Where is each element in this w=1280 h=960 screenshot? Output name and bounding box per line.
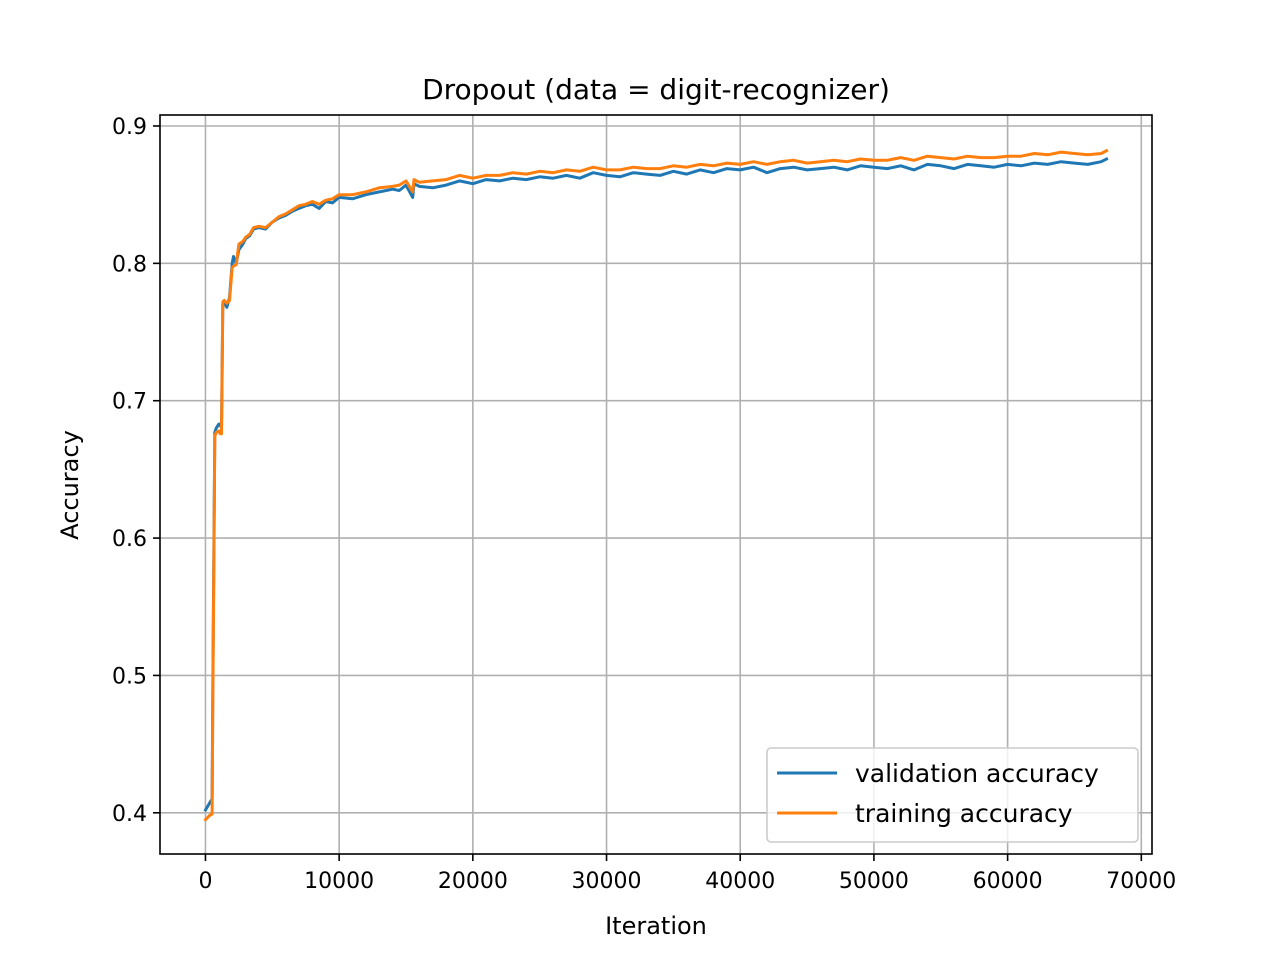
x-axis-label: Iteration (605, 912, 707, 940)
chart-title: Dropout (data = digit-recognizer) (422, 73, 890, 106)
legend-label-validation: validation accuracy (855, 759, 1099, 788)
x-tick-label: 20000 (438, 869, 508, 894)
x-tick-label: 60000 (973, 869, 1043, 894)
x-tick-label: 40000 (705, 869, 775, 894)
y-tick-label: 0.9 (112, 115, 147, 140)
y-axis-label: Accuracy (56, 430, 84, 540)
x-tick-label: 0 (198, 869, 212, 894)
y-tick-label: 0.5 (112, 664, 147, 689)
x-tick-label: 70000 (1106, 869, 1176, 894)
axes-frame (159, 114, 1153, 855)
x-axis-ticks: 0 10000 20000 30000 40000 50000 60000 70000 (198, 854, 1176, 894)
y-axis-ticks: 0.4 0.5 0.6 0.7 0.8 0.9 (112, 115, 160, 827)
x-tick-label: 10000 (304, 869, 374, 894)
y-tick-label: 0.8 (112, 252, 147, 277)
series-group (203, 148, 1109, 822)
x-tick-label: 30000 (572, 869, 642, 894)
y-tick-label: 0.4 (112, 802, 147, 827)
plot-area (160, 115, 1152, 854)
legend: validation accuracy training accuracy (766, 747, 1139, 843)
legend-label-training: training accuracy (855, 799, 1073, 828)
legend-box (766, 747, 1139, 843)
y-tick-label: 0.7 (112, 390, 147, 415)
training-accuracy-line (203, 148, 1109, 822)
x-tick-label: 50000 (839, 869, 909, 894)
y-tick-label: 0.6 (112, 527, 147, 552)
grid (160, 115, 1152, 854)
